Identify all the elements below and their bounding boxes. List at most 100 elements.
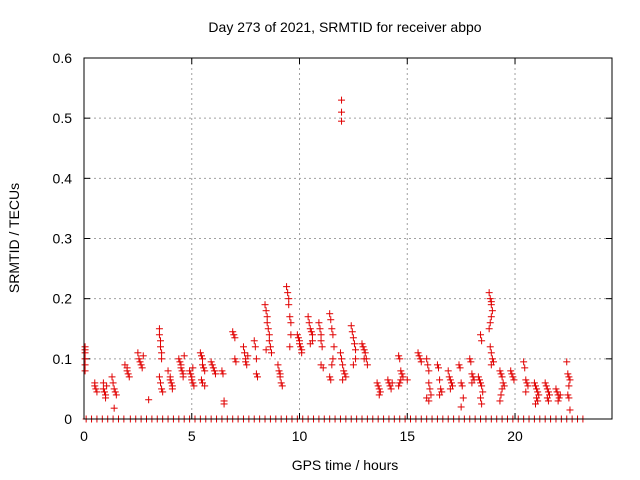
- data-point: [327, 376, 335, 384]
- y-tick-label: 0.2: [53, 291, 73, 307]
- data-point: [103, 382, 111, 390]
- data-point: [155, 331, 163, 339]
- data-point: [125, 373, 133, 381]
- data-point: [229, 328, 237, 336]
- data-point: [136, 358, 144, 366]
- data-point: [328, 361, 336, 369]
- data-point: [81, 349, 89, 357]
- data-point: [108, 373, 116, 381]
- data-point: [308, 331, 316, 339]
- data-point: [189, 364, 197, 372]
- data-point: [276, 373, 284, 381]
- data-point: [507, 367, 515, 375]
- x-tick-label: 0: [80, 428, 88, 444]
- data-point: [92, 385, 100, 393]
- data-point: [523, 379, 531, 387]
- data-point: [139, 352, 147, 360]
- data-point: [124, 370, 132, 378]
- data-point: [425, 397, 433, 405]
- data-point: [326, 310, 334, 318]
- data-point: [477, 331, 485, 339]
- data-point: [111, 388, 119, 396]
- data-point: [530, 379, 538, 387]
- data-point: [242, 358, 250, 366]
- data-point: [274, 361, 282, 369]
- data-point: [167, 379, 175, 387]
- data-point: [556, 391, 564, 399]
- data-point: [358, 340, 366, 348]
- data-point: [531, 400, 539, 408]
- data-point: [155, 373, 163, 381]
- data-point: [446, 376, 454, 384]
- data-point: [210, 367, 218, 375]
- data-point: [459, 394, 467, 402]
- data-point: [543, 394, 551, 402]
- data-point: [287, 319, 295, 327]
- data-point: [478, 337, 486, 345]
- data-point: [363, 361, 371, 369]
- data-point: [565, 373, 573, 381]
- data-point: [496, 367, 504, 375]
- data-point: [243, 361, 251, 369]
- data-point: [496, 397, 504, 405]
- data-point: [164, 367, 172, 375]
- data-point: [201, 367, 209, 375]
- data-point: [99, 379, 107, 387]
- data-point: [352, 346, 360, 354]
- data-point: [564, 370, 572, 378]
- data-point: [541, 379, 549, 387]
- data-point: [187, 370, 195, 378]
- data-point: [199, 355, 207, 363]
- data-point: [168, 385, 176, 393]
- data-point: [457, 379, 465, 387]
- y-axis-label: SRMTID / TECUs: [6, 183, 22, 293]
- data-point: [307, 328, 315, 336]
- data-point: [91, 382, 99, 390]
- data-point: [157, 379, 165, 387]
- data-point: [478, 382, 486, 390]
- data-point: [190, 382, 198, 390]
- data-point: [417, 358, 425, 366]
- data-point: [102, 394, 110, 402]
- data-point: [342, 373, 350, 381]
- data-point: [252, 370, 260, 378]
- data-point: [293, 331, 301, 339]
- data-point: [384, 376, 392, 384]
- data-point: [267, 349, 275, 357]
- data-point: [564, 391, 572, 399]
- data-point: [158, 349, 166, 357]
- data-point: [339, 376, 347, 384]
- data-point: [220, 400, 228, 408]
- data-point: [499, 379, 507, 387]
- data-point: [197, 376, 205, 384]
- data-point: [232, 358, 240, 366]
- data-point: [376, 388, 384, 396]
- data-point: [467, 358, 475, 366]
- data-point: [508, 370, 516, 378]
- x-tick-label: 20: [507, 428, 523, 444]
- data-point: [241, 349, 249, 357]
- data-point: [426, 385, 434, 393]
- data-point: [166, 376, 174, 384]
- data-point: [275, 367, 283, 375]
- data-point: [347, 322, 355, 330]
- data-point: [286, 313, 294, 321]
- data-point: [110, 385, 118, 393]
- data-point: [425, 379, 433, 387]
- data-point: [361, 349, 369, 357]
- data-point: [135, 355, 143, 363]
- data-point: [487, 301, 495, 309]
- data-point: [352, 355, 360, 363]
- y-tick-label: 0.3: [53, 231, 73, 247]
- data-point: [218, 367, 226, 375]
- data-point: [186, 367, 194, 375]
- data-point: [284, 289, 292, 297]
- data-point: [486, 319, 494, 327]
- data-point: [305, 319, 313, 327]
- data-point: [498, 385, 506, 393]
- y-tick-label: 0.5: [53, 110, 73, 126]
- data-point: [250, 337, 258, 345]
- data-point: [263, 319, 271, 327]
- data-point: [375, 391, 383, 399]
- data-point: [563, 358, 571, 366]
